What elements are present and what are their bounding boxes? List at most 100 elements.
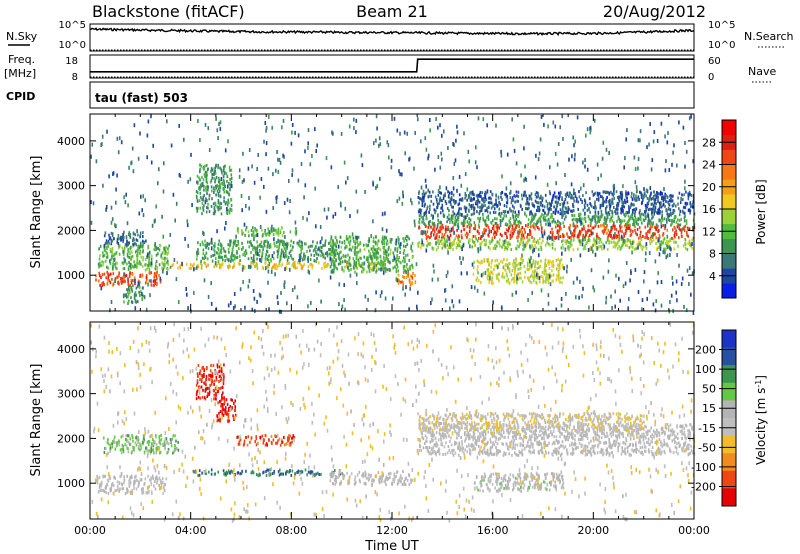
heatmap-cell [224, 259, 226, 263]
heatmap-cell [474, 235, 477, 239]
heatmap-cell [425, 214, 427, 218]
heatmap-cell [683, 225, 685, 229]
heatmap-cell [100, 276, 102, 279]
heatmap-cell [282, 118, 285, 123]
heatmap-cell [350, 248, 353, 252]
heatmap-cell [334, 253, 337, 257]
heatmap-cell [178, 172, 181, 177]
heatmap-cell [204, 200, 207, 205]
heatmap-cell [653, 198, 656, 202]
heatmap-cell [431, 246, 434, 250]
heatmap-cell [583, 198, 586, 202]
heatmap-cell [680, 282, 683, 286]
heatmap-cell [682, 227, 684, 231]
heatmap-cell [461, 198, 464, 202]
heatmap-cell [116, 261, 118, 265]
heatmap-cell [660, 205, 663, 209]
heatmap-cell [635, 247, 638, 251]
heatmap-cell [562, 204, 564, 208]
heatmap-cell [239, 262, 241, 266]
heatmap-cell [375, 138, 377, 143]
heatmap-cell [639, 209, 641, 213]
heatmap-cell [525, 243, 527, 247]
heatmap-cell [157, 247, 159, 250]
heatmap-cell [633, 203, 635, 207]
heatmap-cell [408, 258, 411, 262]
heatmap-cell [692, 226, 694, 230]
heatmap-cell [139, 235, 141, 239]
heatmap-cell [649, 226, 652, 230]
heatmap-cell [123, 272, 125, 277]
heatmap-cell [689, 201, 692, 206]
heatmap-cell [548, 207, 550, 211]
heatmap-cell [431, 277, 434, 282]
heatmap-cell [123, 256, 125, 260]
heatmap-cell [134, 278, 136, 283]
heatmap-cell [686, 233, 688, 237]
heatmap-cell [217, 243, 220, 247]
heatmap-cell [124, 274, 127, 278]
heatmap-cell [398, 196, 401, 201]
heatmap-cell [329, 256, 332, 261]
heatmap-cell [440, 198, 442, 202]
heatmap-cell [551, 233, 554, 237]
heatmap-cell [679, 210, 682, 213]
heatmap-cell [402, 194, 404, 199]
heatmap-cell [384, 266, 386, 270]
heatmap-cell [193, 290, 195, 295]
heatmap-cell [557, 233, 560, 237]
heatmap-cell [644, 191, 646, 195]
heatmap-cell [236, 255, 238, 259]
heatmap-cell [605, 198, 607, 202]
heatmap-cell [342, 269, 345, 273]
heatmap-cell [307, 128, 310, 133]
heatmap-cell [256, 249, 259, 253]
heatmap-cell [327, 207, 330, 212]
heatmap-cell [654, 232, 656, 236]
heatmap-cell [613, 206, 615, 209]
heatmap-cell [304, 149, 306, 154]
heatmap-cell [678, 223, 680, 227]
heatmap-cell [111, 254, 113, 258]
heatmap-cell [176, 261, 179, 264]
heatmap-cell [677, 196, 679, 200]
heatmap-cell [394, 265, 396, 269]
heatmap-cell [544, 211, 546, 215]
heatmap-cell [202, 208, 205, 212]
heatmap-cell [367, 243, 370, 247]
heatmap-cell [448, 213, 450, 217]
heatmap-cell [537, 219, 539, 223]
heatmap-cell [486, 206, 488, 210]
heatmap-cell [584, 158, 586, 162]
heatmap-cell [163, 251, 166, 255]
heatmap-cell [631, 250, 633, 255]
heatmap-cell [282, 250, 284, 254]
heatmap-cell [485, 208, 488, 212]
heatmap-cell [388, 260, 391, 264]
heatmap-cell [565, 291, 567, 296]
heatmap-cell [484, 271, 487, 275]
heatmap-cell [645, 251, 647, 256]
heatmap-cell [452, 227, 454, 231]
heatmap-cell [283, 154, 285, 159]
nsearch-tick-top: 10^5 [708, 20, 735, 31]
heatmap-cell [590, 204, 593, 208]
heatmap-cell [537, 260, 540, 264]
heatmap-cell [488, 230, 490, 235]
heatmap-cell [537, 248, 540, 252]
heatmap-cell [594, 252, 597, 257]
heatmap-cell [149, 261, 152, 265]
heatmap-cell [95, 278, 97, 282]
heatmap-cell [527, 238, 530, 242]
heatmap-cell [156, 282, 158, 286]
heatmap-cell [289, 249, 292, 253]
heatmap-cell [534, 274, 536, 278]
heatmap-cell [264, 266, 267, 271]
heatmap-cell [301, 246, 303, 250]
heatmap-cell [557, 236, 560, 241]
heatmap-cell [134, 233, 137, 237]
heatmap-cell [531, 219, 533, 222]
heatmap-cell [610, 200, 613, 204]
heatmap-cell [573, 231, 576, 235]
heatmap-cell [298, 261, 301, 264]
